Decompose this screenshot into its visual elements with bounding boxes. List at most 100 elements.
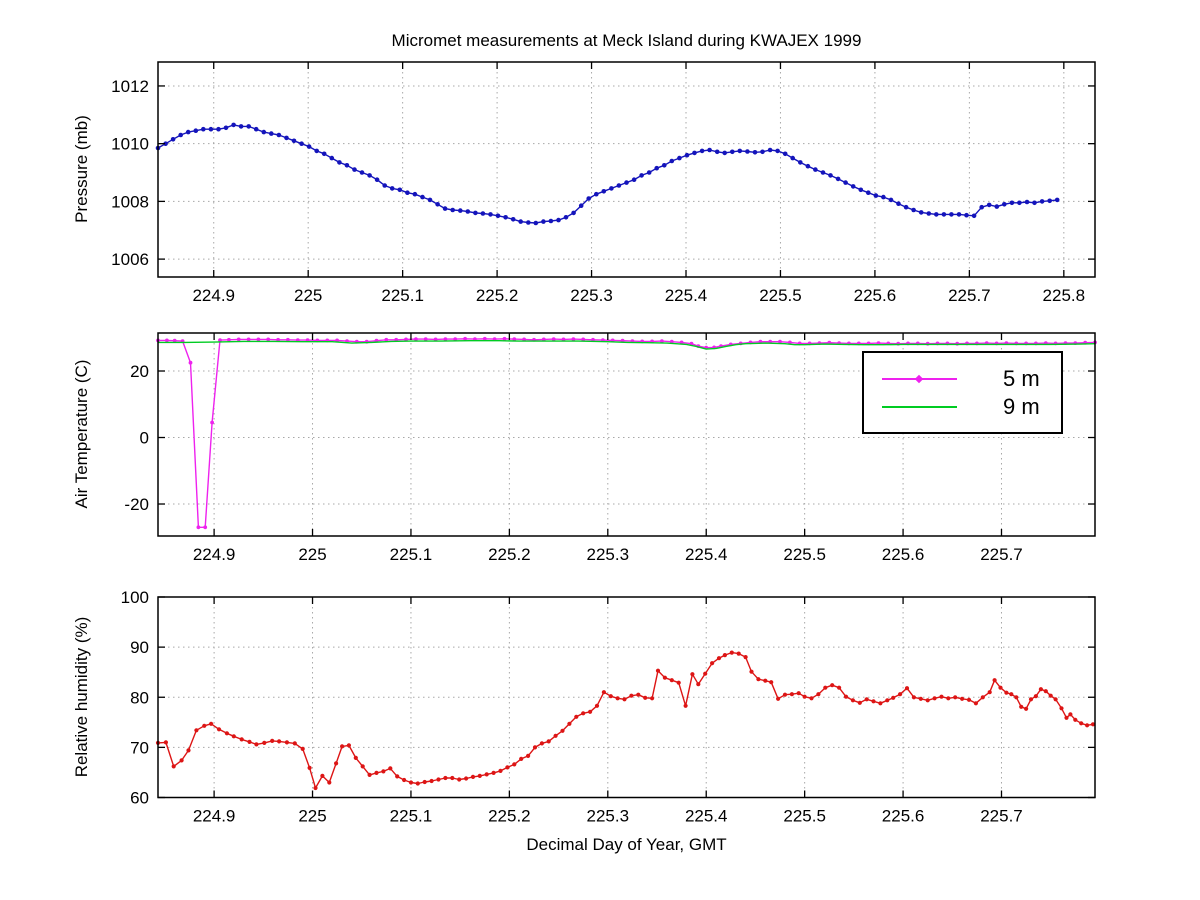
- data-point: [223, 125, 229, 131]
- data-point: [495, 213, 501, 219]
- data-point: [427, 197, 433, 203]
- data-point: [949, 212, 954, 217]
- legend-label-9m: 9 m: [1003, 394, 1040, 419]
- data-point: [941, 212, 947, 217]
- data-point: [994, 204, 1000, 209]
- x-axis-label: Decimal Day of Year, GMT: [526, 835, 727, 854]
- x-tick-label: 224.9: [193, 807, 236, 826]
- data-point: [1059, 706, 1064, 711]
- data-point: [463, 336, 467, 341]
- data-point: [802, 694, 807, 699]
- data-point: [782, 151, 788, 157]
- data-point: [300, 746, 305, 752]
- data-point: [1039, 199, 1045, 204]
- data-point: [556, 217, 561, 223]
- data-point: [881, 194, 886, 200]
- legend-line-9m-icon: [882, 406, 957, 408]
- data-point: [722, 150, 727, 156]
- data-point: [788, 340, 792, 345]
- data-point: [502, 336, 507, 341]
- data-point: [405, 190, 410, 195]
- data-point: [163, 740, 168, 745]
- data-point: [414, 337, 418, 341]
- data-point: [669, 158, 675, 164]
- data-point: [911, 207, 916, 213]
- series-line-relative-humidity: [157, 651, 1094, 789]
- data-point: [247, 739, 252, 745]
- data-point: [911, 695, 917, 700]
- data-point: [477, 773, 482, 779]
- data-point: [473, 210, 478, 216]
- data-point: [389, 186, 395, 191]
- data-point: [397, 187, 403, 193]
- data-point: [533, 220, 539, 226]
- legend: 5 m 9 m: [862, 351, 1063, 434]
- data-point: [891, 695, 896, 700]
- data-point: [873, 193, 879, 198]
- data-point: [1079, 721, 1084, 726]
- data-point: [329, 155, 335, 161]
- data-point: [650, 696, 655, 701]
- data-point: [973, 701, 979, 706]
- data-point: [703, 671, 708, 676]
- data-point: [971, 213, 977, 219]
- data-point: [939, 694, 944, 699]
- x-tick-label: 225.8: [1043, 286, 1086, 305]
- x-tick-label: 225.5: [783, 545, 826, 564]
- data-point: [346, 743, 351, 748]
- data-point: [992, 678, 997, 683]
- data-point: [776, 696, 781, 701]
- data-point: [763, 678, 768, 683]
- y-tick-label: 70: [130, 738, 149, 757]
- data-point: [769, 680, 774, 685]
- data-point: [631, 177, 637, 182]
- data-point: [262, 740, 267, 746]
- data-point: [546, 739, 551, 744]
- data-point: [745, 149, 750, 154]
- data-point: [669, 678, 674, 683]
- data-point: [450, 775, 455, 781]
- data-point: [737, 148, 743, 154]
- data-point: [857, 700, 862, 705]
- data-point: [837, 685, 842, 690]
- data-point: [270, 738, 275, 744]
- data-point: [408, 780, 414, 785]
- data-point: [986, 202, 992, 208]
- data-point: [594, 191, 599, 197]
- data-point: [1064, 715, 1069, 720]
- y-tick-label: 0: [140, 429, 149, 448]
- data-point: [505, 765, 510, 770]
- data-point: [662, 675, 668, 680]
- data-point: [966, 697, 972, 702]
- x-tick-label: 225: [298, 807, 326, 826]
- data-point: [423, 337, 428, 341]
- data-point: [367, 173, 372, 178]
- x-tick-label: 225.1: [390, 807, 433, 826]
- data-point: [749, 669, 754, 674]
- data-point: [422, 779, 427, 785]
- data-point: [707, 147, 712, 153]
- data-point: [209, 721, 214, 726]
- data-point: [313, 785, 318, 791]
- data-point: [782, 692, 788, 697]
- data-point: [188, 360, 193, 365]
- data-point: [662, 163, 667, 168]
- data-point: [601, 189, 607, 194]
- x-tick-label: 225.4: [665, 286, 708, 305]
- legend-line-5m-icon: [882, 374, 957, 384]
- data-point: [163, 141, 168, 146]
- data-point: [522, 337, 526, 342]
- data-point: [561, 337, 566, 342]
- data-point: [196, 525, 201, 530]
- data-point: [1048, 693, 1053, 698]
- data-point: [778, 339, 782, 344]
- data-point: [1090, 722, 1096, 727]
- y-tick-label: 100: [121, 588, 149, 607]
- y-tick-label: 1010: [111, 135, 149, 154]
- legend-entry-9m: 9 m: [882, 394, 1040, 420]
- legend-label-5m: 5 m: [1003, 366, 1040, 391]
- data-point: [864, 697, 869, 702]
- data-point: [470, 774, 476, 780]
- data-point: [790, 155, 795, 161]
